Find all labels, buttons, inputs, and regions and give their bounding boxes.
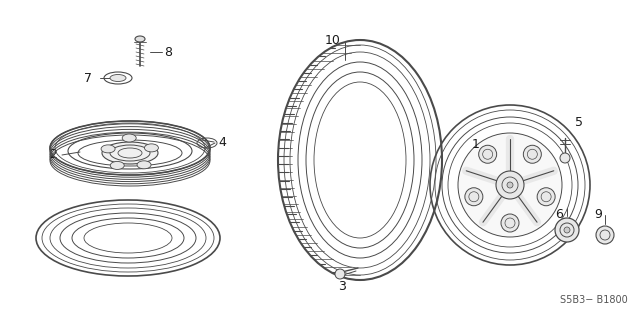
Ellipse shape: [110, 75, 126, 81]
Text: 2: 2: [49, 149, 57, 161]
Circle shape: [479, 145, 497, 163]
Ellipse shape: [122, 134, 136, 142]
Text: 6: 6: [555, 209, 563, 221]
Text: 1: 1: [472, 137, 480, 151]
Circle shape: [496, 171, 524, 199]
Ellipse shape: [102, 142, 158, 164]
Ellipse shape: [110, 161, 124, 169]
Circle shape: [564, 227, 570, 233]
Ellipse shape: [458, 133, 562, 237]
Text: 5: 5: [575, 115, 583, 129]
Circle shape: [465, 188, 483, 206]
Text: 4: 4: [218, 136, 226, 149]
Ellipse shape: [135, 36, 145, 42]
Text: 3: 3: [338, 279, 346, 293]
Text: 8: 8: [164, 46, 172, 58]
Text: 7: 7: [84, 71, 92, 85]
Circle shape: [507, 182, 513, 188]
Circle shape: [596, 226, 614, 244]
Ellipse shape: [101, 145, 115, 153]
Circle shape: [335, 269, 345, 279]
Text: S5B3− B1800: S5B3− B1800: [560, 295, 628, 305]
Text: 10: 10: [325, 33, 341, 47]
Circle shape: [524, 145, 541, 163]
Circle shape: [537, 188, 555, 206]
Circle shape: [555, 218, 579, 242]
Circle shape: [560, 153, 570, 163]
Circle shape: [501, 214, 519, 232]
Ellipse shape: [145, 144, 159, 152]
Ellipse shape: [137, 161, 151, 169]
Text: 9: 9: [594, 209, 602, 221]
